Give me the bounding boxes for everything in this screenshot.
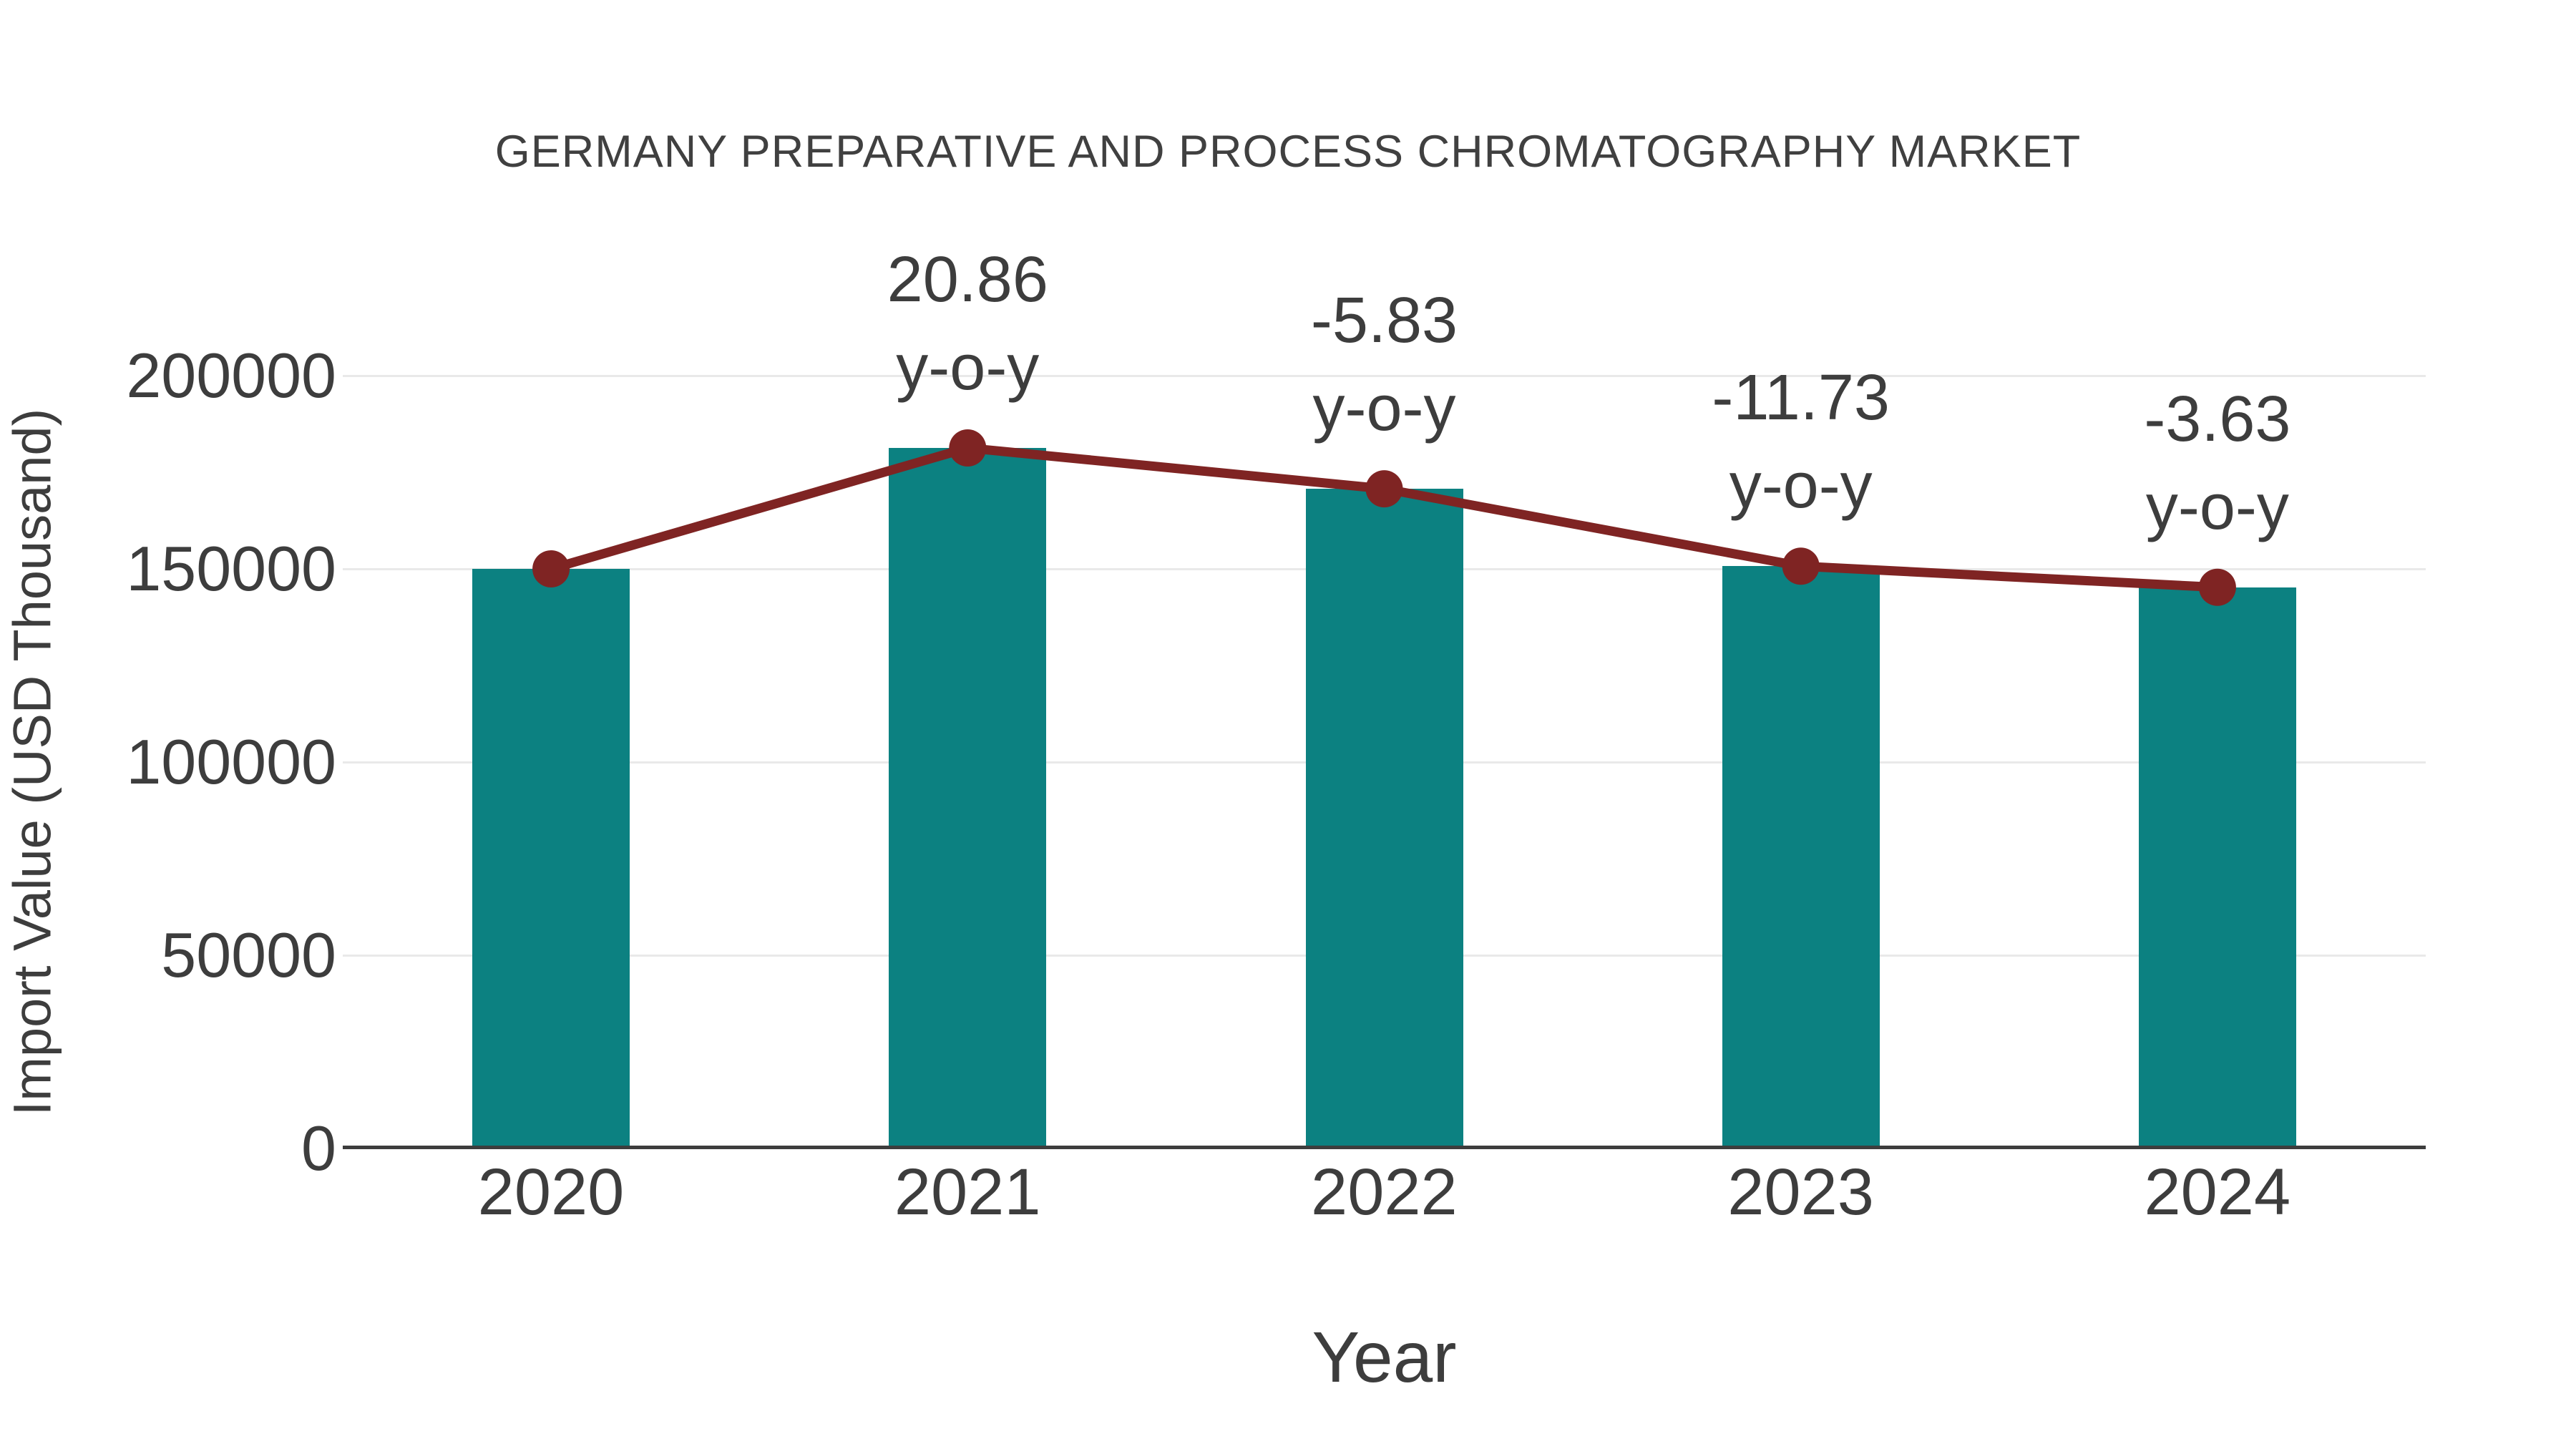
yoy-suffix: y-o-y [1312, 373, 1456, 445]
bar-2022 [1305, 489, 1463, 1148]
line-marker-2022 [1365, 470, 1403, 508]
y-tick-label: 150000 [126, 533, 336, 604]
x-tick-label-2021: 2021 [894, 1156, 1041, 1229]
x-axis-title: Year [1312, 1317, 1457, 1397]
yoy-suffix: y-o-y [1729, 450, 1873, 522]
x-tick-label-2023: 2023 [1727, 1156, 1874, 1229]
yoy-value: 20.86 [887, 244, 1048, 316]
yoy-value: -11.73 [1712, 362, 1890, 434]
x-tick-label-2020: 2020 [477, 1156, 625, 1229]
x-tick-label-2024: 2024 [2144, 1156, 2291, 1229]
y-tick-label: 100000 [126, 726, 336, 797]
yoy-value: -3.63 [2144, 383, 2291, 455]
yoy-annotation-2023: -11.73 y-o-y [1551, 354, 2051, 530]
chart-title: GERMANY PREPARATIVE AND PROCESS CHROMATO… [494, 127, 2082, 177]
bar-2021 [889, 448, 1047, 1148]
x-axis-line [343, 1146, 2426, 1149]
y-tick-label: 50000 [161, 919, 336, 990]
yoy-value: -5.83 [1310, 285, 1458, 357]
bar-2024 [2138, 587, 2296, 1148]
line-marker-2020 [532, 550, 570, 587]
line-marker-2021 [949, 429, 987, 467]
yoy-annotation-2024: -3.63 y-o-y [1967, 376, 2468, 552]
yoy-suffix: y-o-y [2145, 471, 2289, 543]
yoy-suffix: y-o-y [896, 332, 1040, 404]
x-tick-label-2022: 2022 [1311, 1156, 1458, 1229]
line-marker-2024 [2198, 568, 2236, 606]
yoy-annotation-2022: -5.83 y-o-y [1134, 277, 1635, 453]
bar-2020 [472, 569, 630, 1148]
line-series [532, 429, 2236, 606]
yoy-annotation-2021: 20.86 y-o-y [717, 236, 1218, 412]
line-marker-2023 [1782, 547, 1820, 585]
y-tick-label: 0 [301, 1113, 336, 1184]
gridline [343, 375, 2426, 377]
bar-2023 [1722, 566, 1880, 1148]
y-tick-label: 200000 [126, 340, 336, 411]
